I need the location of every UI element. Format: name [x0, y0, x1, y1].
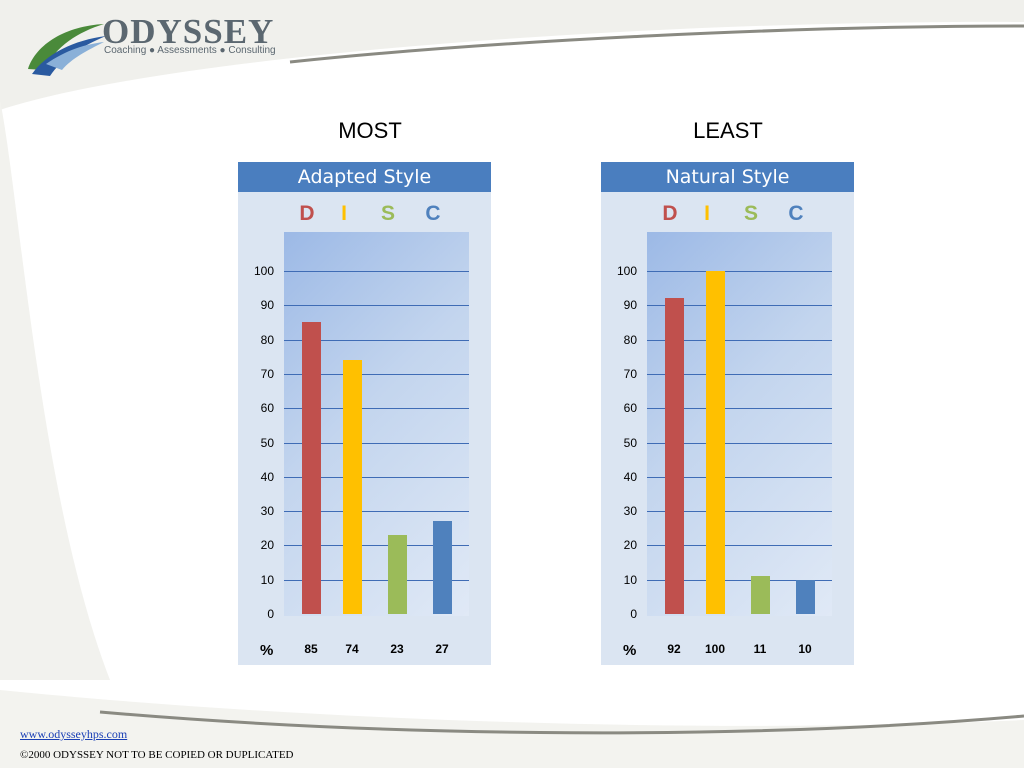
category-label-c: C	[425, 202, 441, 225]
y-tick-label: 70	[260, 366, 274, 381]
gridline	[647, 442, 832, 444]
bar-i	[343, 360, 362, 614]
bar-d	[665, 298, 684, 614]
chart-title: Adapted Style	[238, 162, 491, 192]
bar-c	[433, 521, 452, 614]
website-link[interactable]: www.odysseyhps.com	[20, 727, 128, 741]
value-label-i: 100	[704, 642, 726, 656]
gridline	[647, 579, 832, 581]
category-label-s: S	[743, 202, 758, 225]
category-label-c: C	[788, 202, 804, 225]
y-tick-label: 50	[260, 435, 274, 450]
gridline	[284, 305, 469, 307]
category-label-i: I	[704, 202, 710, 225]
gridline	[284, 579, 469, 581]
natural-style-chart: Natural Style 100 90 80 70 60 50 40 30 20 10 0 D I S C…	[601, 162, 854, 665]
y-tick-label: 30	[623, 504, 637, 519]
gridline	[647, 373, 832, 375]
y-tick-label: 40	[623, 469, 637, 484]
gridline	[284, 271, 469, 272]
brand-tagline: Coaching ● Assessments ● Consulting	[104, 45, 276, 56]
gridline	[647, 511, 832, 513]
brand-name: ODYSSEY	[102, 12, 275, 51]
adapted-style-chart: Adapted Style 100 90 80 70 60 50 40 30 20 10 0 D I S C…	[238, 162, 491, 665]
gridline	[284, 545, 469, 547]
y-tick-label: 0	[630, 607, 637, 621]
y-tick-label: 90	[260, 298, 274, 313]
gridline	[647, 305, 832, 307]
gridline	[284, 408, 469, 410]
percent-label: %	[623, 642, 637, 659]
gridline	[284, 442, 469, 444]
y-tick-label: 0	[267, 607, 274, 621]
gridline	[647, 476, 832, 478]
bar-s	[751, 576, 770, 614]
gridline	[284, 511, 469, 513]
y-tick-label: 100	[253, 264, 274, 278]
bar-s	[388, 535, 407, 614]
value-label-s: 23	[390, 642, 404, 656]
y-tick-label: 20	[623, 538, 637, 553]
value-label-d: 85	[304, 642, 318, 656]
value-label-i: 74	[345, 642, 359, 656]
y-tick-label: 60	[260, 401, 274, 416]
value-label-d: 92	[667, 642, 681, 656]
y-tick-label: 80	[260, 332, 274, 347]
category-label-s: S	[380, 202, 395, 225]
gridline	[284, 476, 469, 478]
value-label-c: 10	[798, 642, 812, 656]
y-tick-label: 80	[623, 332, 637, 347]
gridline	[284, 339, 469, 341]
gridline	[647, 545, 832, 547]
copyright-notice: ©2000 ODYSSEY NOT TO BE COPIED OR DUPLIC…	[20, 749, 294, 761]
gridline	[647, 408, 832, 410]
y-tick-label: 90	[623, 298, 637, 313]
category-label-d: D	[662, 202, 678, 225]
odyssey-logo-icon	[28, 24, 106, 76]
category-label-d: D	[299, 202, 315, 225]
y-tick-label: 60	[623, 401, 637, 416]
y-tick-label: 40	[260, 469, 274, 484]
bar-i	[706, 271, 725, 614]
gridline	[647, 339, 832, 341]
least-heading: LEAST	[693, 118, 763, 143]
y-tick-label: 10	[623, 572, 637, 587]
bar-d	[302, 322, 321, 614]
y-tick-label: 10	[260, 572, 274, 587]
category-label-i: I	[341, 202, 347, 225]
chart-title: Natural Style	[601, 162, 854, 192]
y-tick-label: 30	[260, 504, 274, 519]
bar-c	[796, 579, 815, 614]
percent-label: %	[260, 642, 274, 659]
value-label-s: 11	[753, 642, 767, 656]
y-tick-label: 50	[623, 435, 637, 450]
gridline	[647, 271, 832, 272]
gridline	[284, 373, 469, 375]
y-tick-label: 20	[260, 538, 274, 553]
most-heading: MOST	[338, 118, 402, 143]
y-tick-label: 100	[616, 264, 637, 278]
y-tick-label: 70	[623, 366, 637, 381]
value-label-c: 27	[435, 642, 449, 656]
